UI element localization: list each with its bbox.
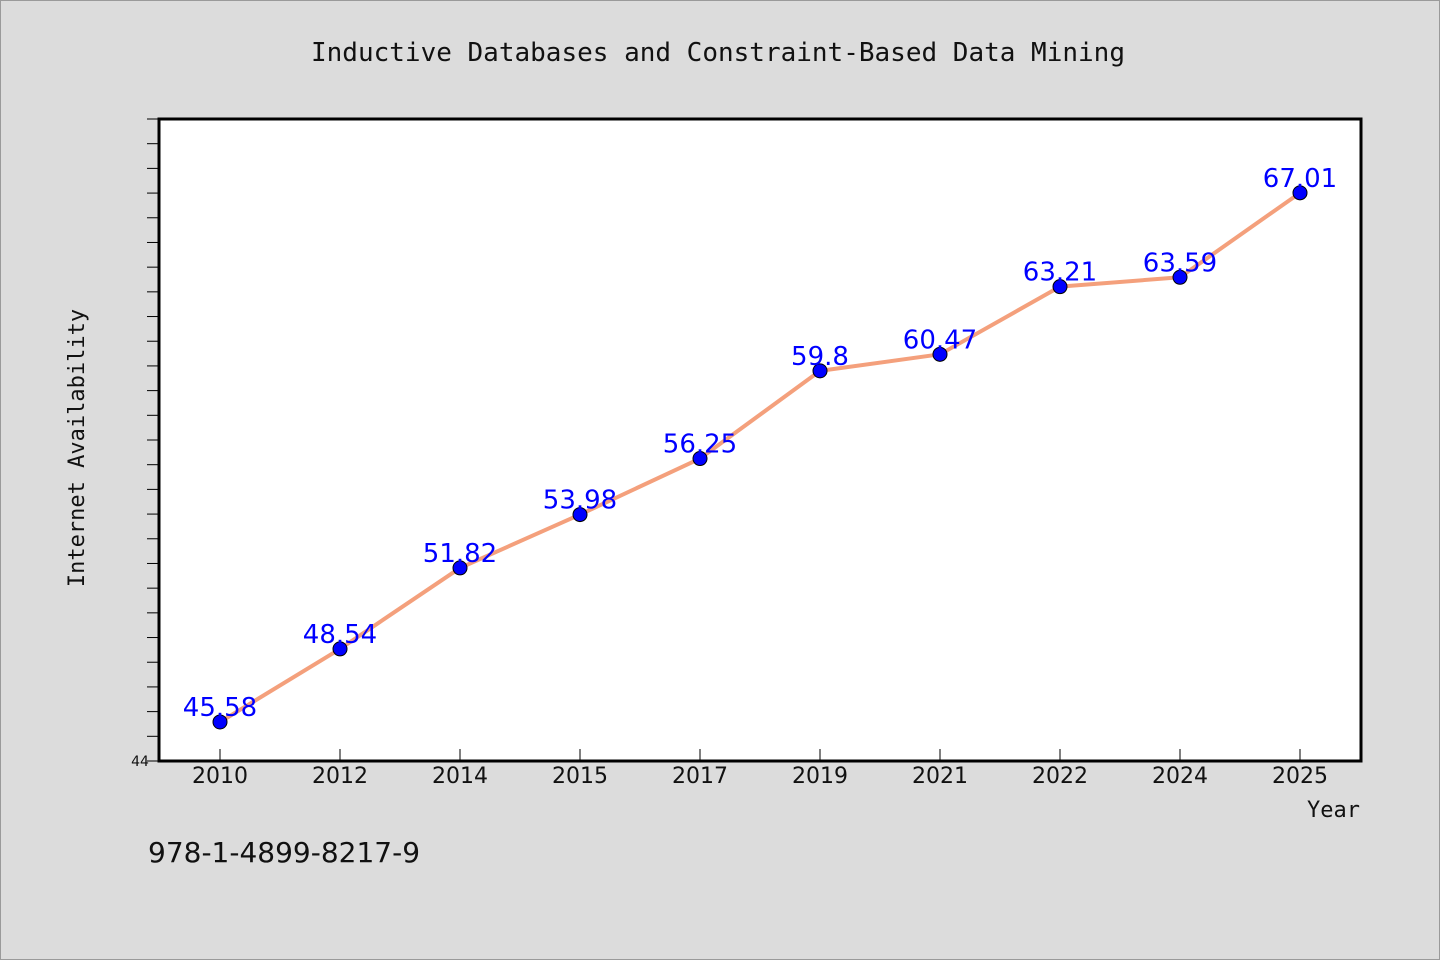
- data-label: 60.47: [903, 325, 977, 355]
- data-label: 63.21: [1023, 258, 1097, 288]
- data-label: 45.58: [183, 693, 257, 723]
- plot-area: [157, 117, 1363, 763]
- series-line: [218, 191, 1302, 724]
- data-point: [332, 641, 348, 657]
- data-label: 56.25: [663, 430, 737, 460]
- x-tick-label: 2019: [792, 764, 848, 789]
- data-point: [1172, 269, 1188, 285]
- chart-title: Inductive Databases and Constraint-Based…: [311, 38, 1125, 68]
- x-tick-label: 2015: [552, 764, 608, 789]
- data-point: [452, 560, 468, 576]
- y-axis-title: Internet Availability: [65, 309, 90, 587]
- data-point: [932, 346, 948, 362]
- x-axis-title: Year: [1307, 798, 1360, 823]
- data-point: [572, 507, 588, 523]
- x-axis-ticks: [219, 749, 1301, 761]
- data-label: 67.01: [1263, 164, 1337, 194]
- data-label: 48.54: [303, 620, 377, 650]
- x-tick-label: 2017: [672, 764, 728, 789]
- data-point: [1292, 185, 1308, 201]
- x-axis-tick-labels: 2010 2012 2014 2015 2017 2019 2021 2022 2024 2025: [192, 764, 1328, 789]
- x-tick-label: 2012: [312, 764, 368, 789]
- data-point: [812, 363, 828, 379]
- y-tick-label: 44: [131, 754, 149, 770]
- x-tick-label: 2024: [1152, 764, 1208, 789]
- data-labels: 45.58 48.54 51.82 53.98 56.25 59.8 60.47 63.21 6…: [183, 164, 1337, 723]
- data-point: [212, 714, 228, 730]
- x-tick-label: 2010: [192, 764, 248, 789]
- y-axis-tick-labels: 44: [131, 754, 149, 770]
- footer-isbn: 978-1-4899-8217-9: [148, 836, 420, 869]
- x-tick-label: 2014: [432, 764, 488, 789]
- data-label: 53.98: [543, 486, 617, 516]
- x-tick-label: 2025: [1272, 764, 1328, 789]
- y-axis-ticks: [147, 118, 159, 762]
- data-label: 59.8: [791, 342, 849, 372]
- data-label: 51.82: [423, 539, 497, 569]
- data-label: 63.59: [1143, 248, 1217, 278]
- data-point: [692, 451, 708, 467]
- x-tick-label: 2021: [912, 764, 968, 789]
- data-point: [1052, 279, 1068, 295]
- x-tick-label: 2022: [1032, 764, 1088, 789]
- series-markers: [212, 185, 1308, 730]
